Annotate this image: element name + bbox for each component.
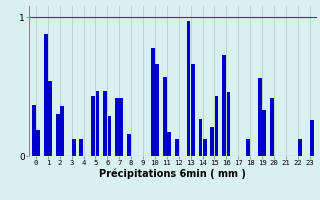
Bar <box>310 120 314 156</box>
Bar <box>163 77 167 156</box>
Bar <box>151 48 155 156</box>
Bar <box>175 139 179 156</box>
Bar <box>36 130 40 156</box>
Bar <box>92 96 95 156</box>
Bar <box>155 64 159 156</box>
Bar <box>115 98 119 156</box>
Bar <box>167 132 171 156</box>
Bar <box>56 114 60 156</box>
Bar <box>203 139 207 156</box>
Bar <box>103 91 107 156</box>
Bar <box>96 91 100 156</box>
Bar <box>127 134 131 156</box>
Bar <box>60 106 64 156</box>
Bar <box>198 118 202 156</box>
Bar <box>246 139 250 156</box>
Bar <box>79 139 83 156</box>
Bar <box>258 78 262 156</box>
Bar <box>119 98 123 156</box>
Bar <box>298 139 302 156</box>
Bar <box>44 34 48 156</box>
Bar <box>48 81 52 156</box>
Bar <box>108 116 111 156</box>
Bar <box>191 64 195 156</box>
Bar <box>187 21 190 156</box>
Bar <box>227 92 230 156</box>
Bar <box>270 98 274 156</box>
Bar <box>32 105 36 156</box>
Bar <box>211 127 214 156</box>
X-axis label: Précipitations 6min ( mm ): Précipitations 6min ( mm ) <box>100 169 246 179</box>
Bar <box>222 55 226 156</box>
Bar <box>72 139 76 156</box>
Bar <box>215 96 219 156</box>
Bar <box>262 110 266 156</box>
